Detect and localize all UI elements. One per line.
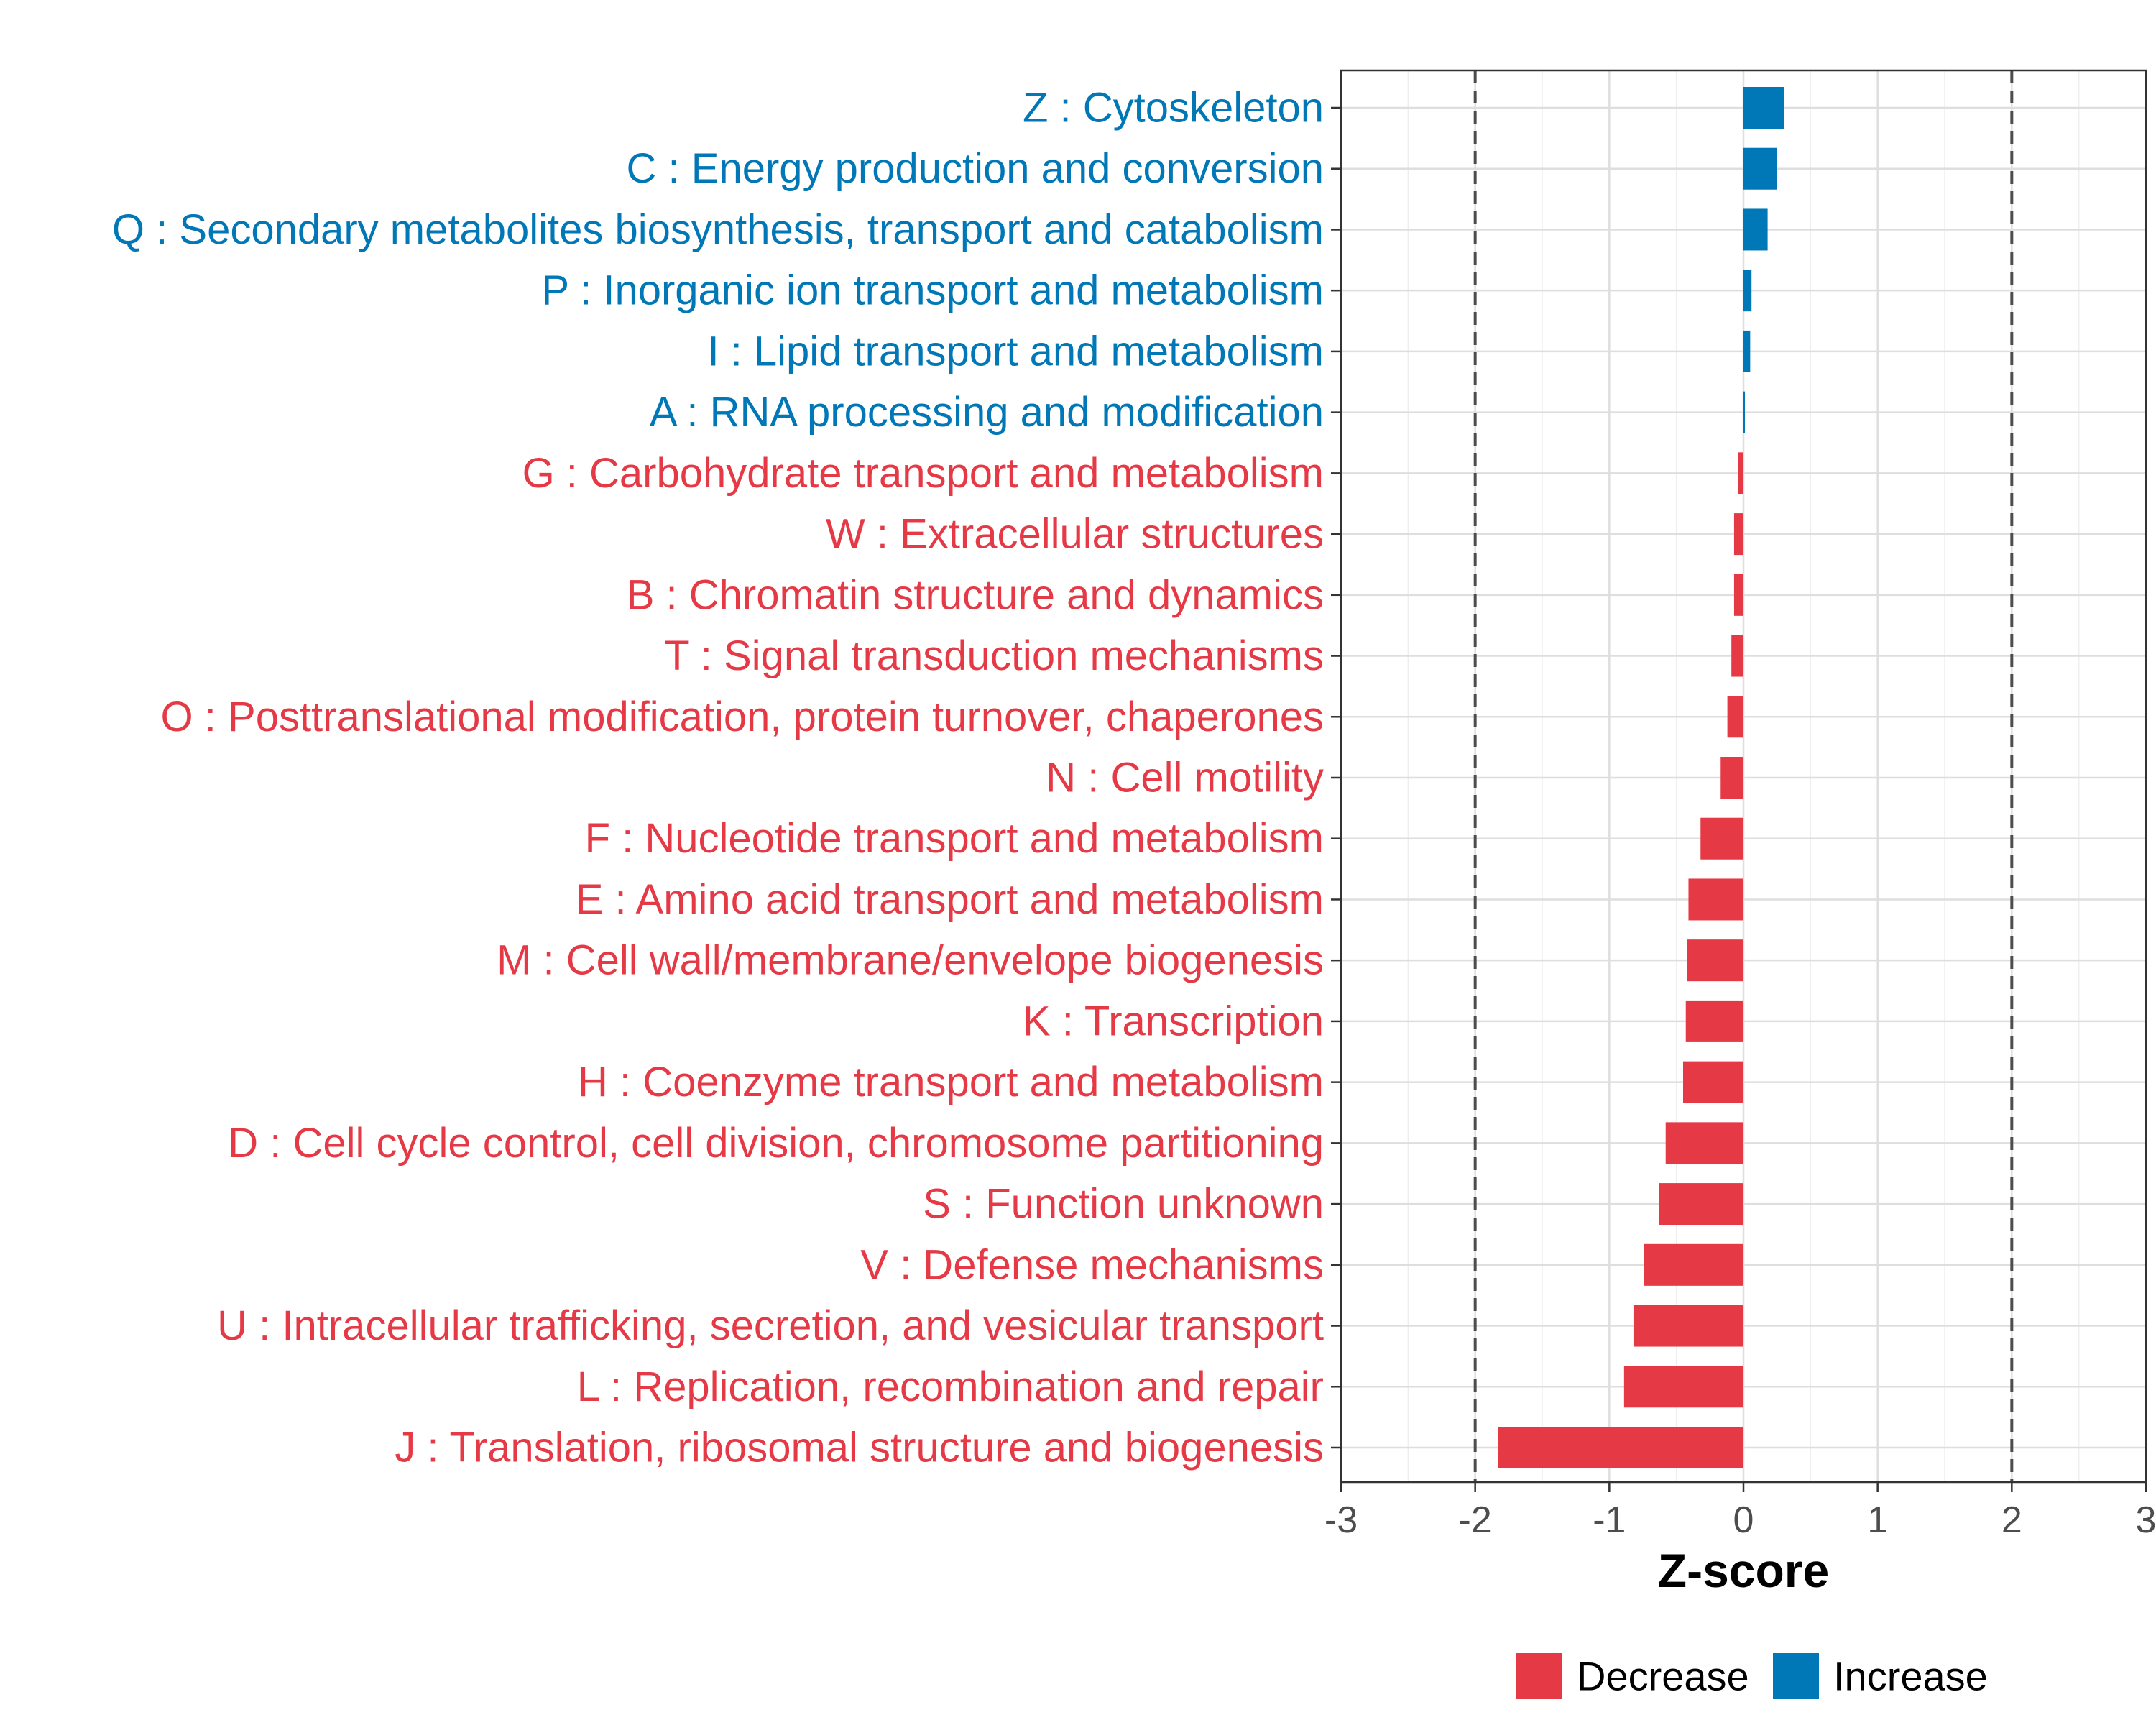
bar: [1659, 1183, 1743, 1225]
category-label: V : Defense mechanisms: [860, 1241, 1324, 1288]
bar: [1733, 574, 1743, 616]
bar: [1727, 696, 1743, 738]
bar: [1743, 330, 1751, 372]
bar: [1743, 208, 1768, 251]
category-label: O : Posttranslational modification, prot…: [161, 694, 1324, 740]
bar: [1731, 635, 1743, 677]
bar: [1633, 1305, 1743, 1347]
bar: [1743, 147, 1777, 190]
category-label: T : Signal transduction mechanisms: [664, 632, 1324, 679]
category-label: C : Energy production and conversion: [627, 145, 1324, 192]
bar: [1738, 452, 1743, 494]
bar: [1665, 1122, 1743, 1164]
x-axis-title: Z-score: [1658, 1544, 1829, 1597]
bar: [1687, 939, 1743, 982]
bar: [1720, 757, 1743, 799]
category-label: Z : Cytoskeleton: [1023, 85, 1324, 132]
category-label: N : Cell motility: [1046, 755, 1324, 801]
category-label: P : Inorganic ion transport and metaboli…: [541, 267, 1324, 314]
bar: [1623, 1366, 1743, 1408]
legend-label: Increase: [1833, 1654, 1988, 1699]
legend: Decrease Increase: [1516, 1653, 1988, 1699]
bar: [1733, 513, 1743, 556]
category-label: E : Amino acid transport and metabolism: [576, 876, 1324, 923]
bar: [1644, 1243, 1743, 1286]
bar: [1685, 1000, 1743, 1042]
bar: [1683, 1061, 1743, 1103]
reference-lines: [1473, 70, 2014, 1482]
x-tick-label: -3: [1325, 1499, 1358, 1541]
category-label: B : Chromatin structure and dynamics: [627, 571, 1324, 618]
category-label: D : Cell cycle control, cell division, c…: [228, 1120, 1324, 1167]
x-axis-ticks: -3 -2 -1 0 1 2 3: [1325, 1482, 2156, 1541]
y-axis-ticks: [1331, 106, 1341, 1449]
x-tick-label: 0: [1733, 1499, 1754, 1541]
category-label: Q : Secondary metabolites biosynthesis, …: [112, 206, 1324, 253]
x-tick-label: 2: [2001, 1499, 2022, 1541]
bar: [1743, 391, 1745, 433]
bar: [1688, 878, 1743, 921]
category-label: A : RNA processing and modification: [650, 389, 1324, 436]
x-tick-label: -1: [1593, 1499, 1626, 1541]
category-label: H : Coenzyme transport and metabolism: [578, 1059, 1324, 1105]
category-label: K : Transcription: [1023, 998, 1324, 1044]
category-label: J : Translation, ribosomal structure and…: [395, 1425, 1324, 1471]
bars: [1498, 87, 1784, 1468]
category-label: U : Intracellular trafficking, secretion…: [217, 1302, 1324, 1349]
bar: [1700, 817, 1743, 860]
category-label: M : Cell wall/membrane/envelope biogenes…: [497, 937, 1324, 984]
category-label: S : Function unknown: [923, 1181, 1324, 1228]
category-label: L : Replication, recombination and repai…: [577, 1363, 1324, 1410]
bar: [1743, 87, 1784, 129]
y-axis-category-labels: Z : Cytoskeleton C : Energy production an…: [112, 85, 1324, 1471]
category-label: G : Carbohydrate transport and metabolis…: [522, 450, 1324, 497]
category-label: W : Extracellular structures: [826, 511, 1324, 558]
bar: [1498, 1427, 1743, 1468]
legend-label: Decrease: [1577, 1654, 1749, 1699]
legend-swatch: [1516, 1653, 1562, 1699]
x-tick-label: 3: [2136, 1499, 2156, 1541]
category-label: F : Nucleotide transport and metabolism: [585, 815, 1324, 862]
x-tick-label: 1: [1867, 1499, 1888, 1541]
bar: [1743, 270, 1752, 312]
category-label: I : Lipid transport and metabolism: [707, 328, 1324, 374]
legend-swatch: [1773, 1653, 1819, 1699]
x-tick-label: -2: [1459, 1499, 1492, 1541]
